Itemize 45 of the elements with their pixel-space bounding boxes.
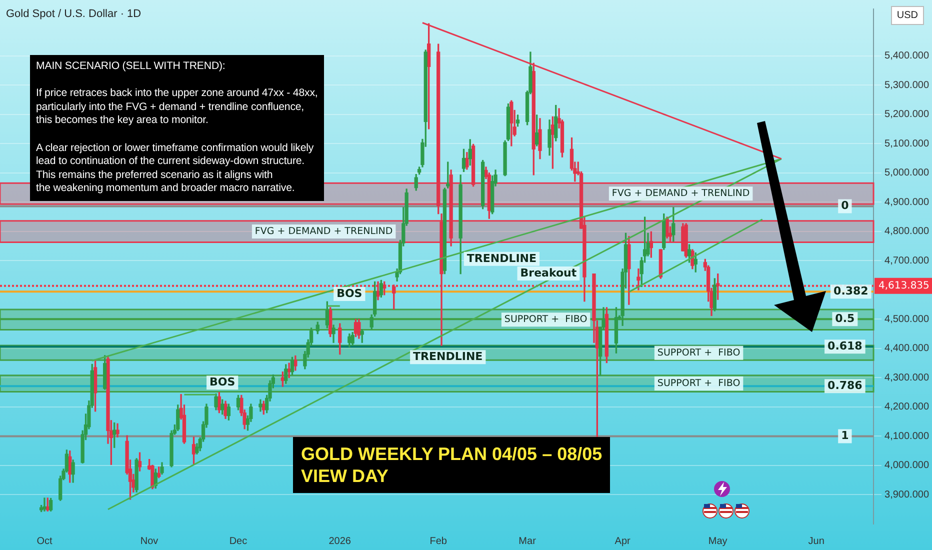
y-tick-label: 3,900.000 xyxy=(884,489,930,500)
annotation: 0 xyxy=(841,199,850,212)
x-tick-label: 2026 xyxy=(328,536,352,547)
x-tick-label: Jun xyxy=(808,536,824,547)
y-tick-label: 5,100.000 xyxy=(884,138,930,150)
y-tick-label: 5,400.000 xyxy=(884,50,930,62)
x-tick-label: Oct xyxy=(36,536,52,547)
y-axis-title: USD xyxy=(890,6,924,25)
y-tick-label: 5,300.000 xyxy=(884,80,930,91)
x-tick-label: Mar xyxy=(518,536,537,547)
x-tick-label: Apr xyxy=(614,536,632,547)
y-tick-label: 4,300.000 xyxy=(884,372,930,384)
annotation: 0.382 xyxy=(834,284,868,298)
y-tick-label: 5,000.000 xyxy=(884,168,930,179)
y-tick-label: 4,200.000 xyxy=(884,402,930,413)
x-tick-label: Nov xyxy=(140,536,158,547)
y-tick-label: 4,400.000 xyxy=(884,343,930,354)
band-label: FVG + DEMAND + TRENLIND xyxy=(254,226,393,237)
annotation: BOS xyxy=(210,376,236,389)
annotation: 1 xyxy=(841,429,849,442)
y-tick-label: 4,000.000 xyxy=(884,460,930,472)
annotation: TRENDLINE xyxy=(413,350,483,363)
ref-line-label: 4,613.835 xyxy=(878,280,930,292)
y-tick-label: 4,800.000 xyxy=(884,226,930,238)
annotation: 0.5 xyxy=(835,312,855,326)
annotation: 0.618 xyxy=(828,340,862,353)
annotation: Breakout xyxy=(520,266,577,280)
band-label: FVG + DEMAND + TRENLIND xyxy=(612,188,750,200)
x-tick-label: Dec xyxy=(229,536,248,547)
band-label: SUPPORT + FIBO xyxy=(657,347,740,358)
chart-subtitle: Gold Spot / U.S. Dollar · 1D xyxy=(6,8,142,20)
x-tick-label: Feb xyxy=(430,536,448,547)
text: MAIN SCENARIO (SELL WITH TREND): If price retraces back into the upper zone around 47xx - 48xx, particularly into the FVG + demand + trendline confluence, this becomes the key area to monitor. A clear rejection or lower timeframe confirmation would likely lead to continuation of the current sideway-down structure. This remains the preferred scenario as it aligns with the weakening momentum and broader macro narrative. xyxy=(36,60,318,194)
y-tick-label: 4,100.000 xyxy=(884,430,930,442)
y-tick-label: 4,500.000 xyxy=(884,314,930,325)
text: GOLD WEEKLY PLAN 04/05 – 08/05 VIEW DAY xyxy=(293,437,610,493)
band-label: SUPPORT + FIBO xyxy=(657,378,740,390)
annotation: 0.786 xyxy=(828,379,863,392)
annotation: TRENDLINE xyxy=(466,252,537,265)
x-tick-label: May xyxy=(708,536,728,547)
annotation: BOS xyxy=(336,286,362,300)
band-label: SUPPORT + FIBO xyxy=(504,314,588,326)
y-tick-label: 5,200.000 xyxy=(884,109,930,120)
y-tick-label: 4,700.000 xyxy=(884,255,930,266)
y-tick-label: 4,900.000 xyxy=(884,196,930,208)
